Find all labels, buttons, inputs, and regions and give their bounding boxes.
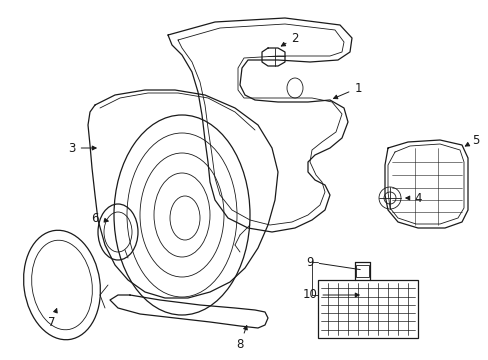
Text: 5: 5 [465, 134, 479, 147]
Text: 2: 2 [281, 31, 298, 46]
Text: 1: 1 [333, 81, 361, 99]
Bar [317, 280, 417, 338]
Text: 10: 10 [302, 288, 358, 302]
Text: 8: 8 [236, 326, 247, 351]
Bar [355, 265, 368, 277]
Text: 6: 6 [91, 211, 108, 225]
Text: 7: 7 [48, 309, 57, 328]
Text: 3: 3 [68, 141, 96, 154]
Text: 4: 4 [405, 192, 421, 204]
Text: 9: 9 [305, 256, 360, 270]
